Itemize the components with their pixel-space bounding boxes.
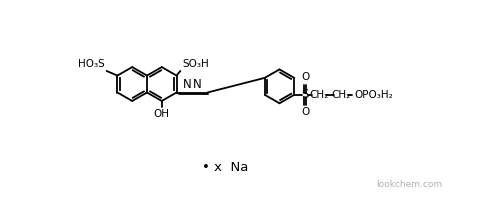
- Text: lookchem.com: lookchem.com: [376, 180, 442, 189]
- Text: CH₂: CH₂: [331, 90, 350, 100]
- Text: CH₂: CH₂: [310, 90, 328, 100]
- Text: SO₃H: SO₃H: [182, 59, 208, 69]
- Text: S: S: [302, 88, 309, 101]
- Text: O: O: [301, 107, 309, 117]
- Text: OH: OH: [154, 109, 170, 119]
- Text: OPO₃H₂: OPO₃H₂: [354, 90, 393, 100]
- Text: N: N: [182, 78, 192, 91]
- Text: HO₃S: HO₃S: [78, 59, 105, 69]
- Text: O: O: [301, 72, 309, 83]
- Text: • x  Na: • x Na: [202, 161, 248, 175]
- Text: N: N: [194, 78, 202, 91]
